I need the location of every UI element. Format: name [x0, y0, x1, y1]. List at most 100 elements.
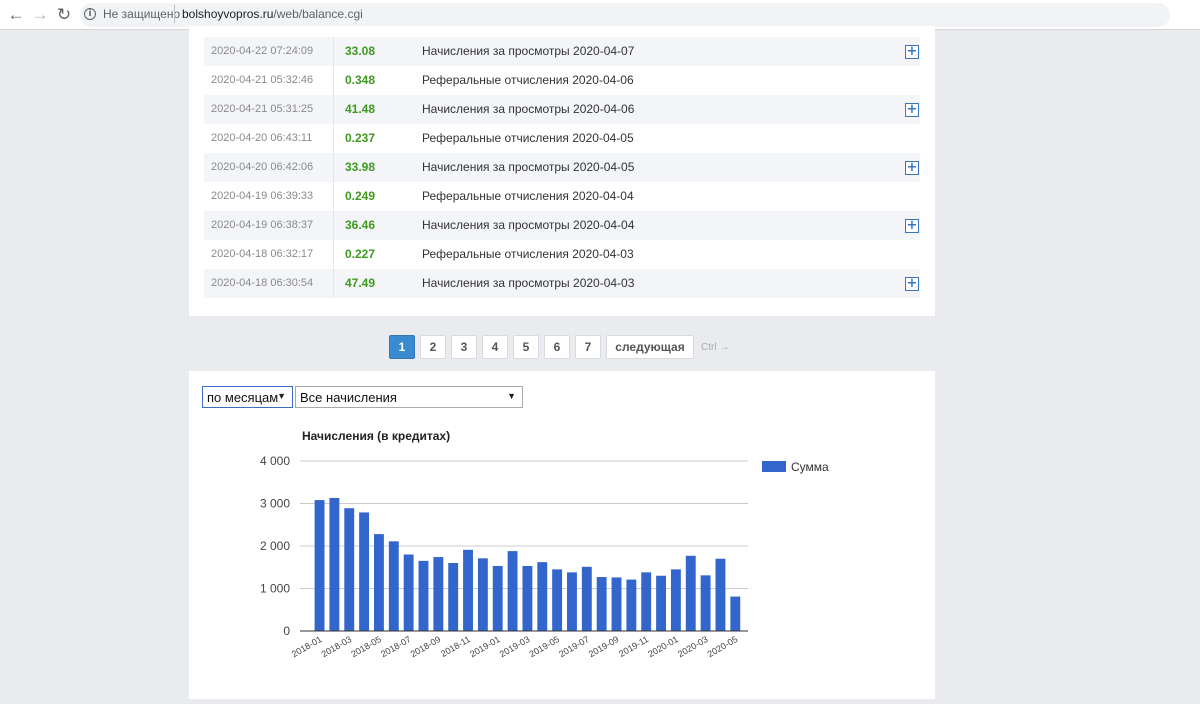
page-button-4[interactable]: 4: [482, 335, 508, 359]
transaction-description: Начисления за просмотры 2020-04-04: [422, 218, 635, 232]
transaction-row: 2020-04-19 06:39:33 0.249 Реферальные отчи…: [204, 182, 920, 211]
y-tick-label: 1 000: [260, 582, 290, 596]
column-divider: [333, 95, 334, 124]
column-divider: [333, 269, 334, 298]
page-button-7[interactable]: 7: [575, 335, 601, 359]
back-icon[interactable]: ←: [7, 5, 25, 24]
transaction-date: 2020-04-19 06:38:37: [211, 219, 314, 231]
expand-plus-icon[interactable]: +: [905, 44, 919, 59]
transaction-description: Начисления за просмотры 2020-04-03: [422, 276, 635, 290]
page-button-2[interactable]: 2: [420, 335, 446, 359]
transaction-row: 2020-04-18 06:32:17 0.227 Реферальные отчи…: [204, 240, 920, 269]
transaction-date: 2020-04-18 06:30:54: [211, 277, 314, 289]
x-tick-label: 2018-09: [409, 634, 443, 659]
info-icon[interactable]: i: [84, 8, 96, 20]
x-tick-label: 2020-03: [676, 634, 710, 659]
chart-card: по месяцам ▼ Все начисления ▼ Начисления…: [189, 371, 935, 699]
transaction-description: Начисления за просмотры 2020-04-07: [422, 44, 635, 58]
transaction-description: Начисления за просмотры 2020-04-05: [422, 160, 635, 174]
transaction-date: 2020-04-22 07:24:09: [211, 45, 314, 57]
bar-2019-04: [537, 562, 548, 631]
column-divider: [333, 37, 334, 66]
bar-2018-05: [373, 534, 384, 631]
period-select[interactable]: по месяцам ▼: [202, 386, 293, 408]
page-button-3[interactable]: 3: [451, 335, 477, 359]
transaction-date: 2020-04-18 06:32:17: [211, 248, 314, 260]
bar-2018-03: [344, 508, 355, 631]
legend-label: Сумма: [791, 460, 829, 474]
next-page-button[interactable]: следующая: [606, 335, 694, 359]
url-text[interactable]: bolshoyvopros.ru/web/balance.cgi: [182, 7, 363, 21]
transaction-row: 2020-04-20 06:42:06 33.98 Начисления за пр…: [204, 153, 920, 182]
url-path: /web/balance.cgi: [273, 7, 363, 21]
expand-plus-icon[interactable]: +: [905, 160, 919, 175]
x-tick-label: 2018-11: [439, 634, 472, 659]
y-tick-label: 2 000: [260, 539, 290, 553]
type-select-value: Все начисления: [300, 390, 397, 405]
type-select[interactable]: Все начисления ▼: [295, 386, 523, 408]
page-button-6[interactable]: 6: [544, 335, 570, 359]
column-divider: [333, 211, 334, 240]
bar-2018-07: [403, 554, 414, 631]
transaction-row: 2020-04-18 06:30:54 47.49 Начисления за пр…: [204, 269, 920, 298]
bar-2019-03: [522, 565, 533, 631]
transaction-amount: 36.46: [345, 218, 376, 232]
x-tick-label: 2018-03: [320, 634, 354, 659]
bar-2020-05: [730, 596, 741, 631]
chart-title: Начисления (в кредитах): [302, 429, 450, 443]
bar-2019-01: [492, 565, 503, 631]
transaction-description: Реферальные отчисления 2020-04-04: [422, 189, 634, 203]
transaction-row: 2020-04-21 05:31:25 41.48 Начисления за пр…: [204, 95, 920, 124]
bar-2018-10: [448, 563, 459, 631]
transaction-row: 2020-04-20 06:43:11 0.237 Реферальные отчи…: [204, 124, 920, 153]
earnings-chart: Начисления (в кредитах) 4 000 3 000 2 000 1 …: [260, 429, 829, 659]
x-tick-label: 2019-11: [617, 634, 650, 659]
x-tick-label: 2019-05: [528, 634, 562, 659]
x-tick-label: 2018-05: [349, 634, 383, 659]
bar-2020-04: [715, 558, 726, 631]
bar-2019-12: [656, 575, 666, 631]
bar-2019-09: [611, 577, 622, 631]
bar-2019-10: [626, 579, 637, 631]
expand-plus-icon[interactable]: +: [905, 218, 919, 233]
bar-2019-11: [641, 572, 652, 631]
x-tick-label: 2020-01: [646, 634, 680, 659]
dropdown-arrow-icon: ▼: [277, 391, 286, 401]
bar-2018-09: [433, 557, 444, 631]
x-tick-label: 2019-01: [468, 634, 502, 659]
transactions-card: 2020-04-22 07:24:09 33.08 Начисления за пр…: [189, 26, 935, 316]
transaction-amount: 33.08: [345, 44, 376, 58]
transaction-amount: 33.98: [345, 160, 376, 174]
x-tick-label: 2018-07: [379, 634, 413, 659]
expand-plus-icon[interactable]: +: [905, 276, 919, 291]
bar-2019-05: [552, 569, 563, 631]
column-divider: [333, 124, 334, 153]
transaction-amount: 0.237: [345, 131, 376, 145]
expand-plus-icon[interactable]: +: [905, 102, 919, 117]
y-tick-label: 3 000: [260, 497, 290, 511]
bar-2020-03: [700, 575, 711, 631]
bar-2018-12: [477, 558, 488, 631]
transaction-row: 2020-04-19 06:38:37 36.46 Начисления за пр…: [204, 211, 920, 240]
transaction-amount: 47.49: [345, 276, 376, 290]
transaction-description: Реферальные отчисления 2020-04-06: [422, 73, 634, 87]
transaction-date: 2020-04-20 06:42:06: [211, 161, 314, 173]
forward-icon[interactable]: →: [31, 5, 49, 24]
x-tick-label: 2020-05: [706, 634, 740, 659]
column-divider: [333, 182, 334, 211]
bar-2019-02: [507, 551, 518, 631]
legend-swatch: [762, 461, 786, 472]
bar-2018-01: [314, 500, 325, 631]
transaction-amount: 0.227: [345, 247, 376, 261]
period-select-value: по месяцам: [207, 390, 279, 405]
reload-icon[interactable]: ↻: [56, 5, 72, 24]
transaction-date: 2020-04-20 06:43:11: [211, 132, 313, 144]
transaction-row: 2020-04-21 05:32:46 0.348 Реферальные отчи…: [204, 66, 920, 95]
dropdown-arrow-icon: ▼: [507, 391, 516, 401]
page-button-1[interactable]: 1: [389, 335, 415, 359]
url-field[interactable]: [80, 3, 1170, 27]
page-button-5[interactable]: 5: [513, 335, 539, 359]
transaction-amount: 41.48: [345, 102, 376, 116]
transaction-description: Реферальные отчисления 2020-04-03: [422, 247, 634, 261]
y-tick-label: 0: [283, 624, 290, 638]
